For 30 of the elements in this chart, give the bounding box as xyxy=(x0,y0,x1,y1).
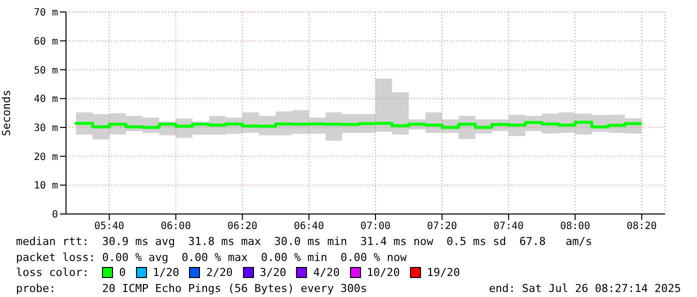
x-tick-label: 07:00 xyxy=(360,221,391,232)
text: probe: 20 ICMP Echo Pings (56 Bytes) every 300s xyxy=(16,280,367,296)
text: packet loss: 0.00 % avg 0.00 % max 0.00 % min 0.00 % now xyxy=(16,250,408,265)
x-tick-label: 06:00 xyxy=(160,221,191,232)
text: median rtt: 30.9 ms avg 31.8 ms max 30.0 ms min 31.4 ms now 0.5 ms sd 67.8 am/s xyxy=(16,234,594,250)
legend-label: 2/20 xyxy=(206,265,233,280)
y-tick-label: 0 xyxy=(52,210,58,221)
y-tick-label: 10 m xyxy=(34,180,58,192)
x-tick-label: 08:20 xyxy=(626,221,657,232)
y-axis-title: Seconds xyxy=(0,90,13,136)
legend-label: 19/20 xyxy=(426,265,460,280)
x-tick-label: 08:00 xyxy=(560,221,590,232)
legend-title: loss color: xyxy=(16,265,90,280)
y-tick-label: 60 m xyxy=(34,36,58,48)
x-tick-label: 07:40 xyxy=(494,221,524,232)
legend-label: 10/20 xyxy=(366,265,400,280)
y-tick-label: 40 m xyxy=(34,94,58,106)
x-tick-label: 07:20 xyxy=(426,221,458,232)
legend-label: 3/20 xyxy=(260,265,286,280)
legend-label: 1/20 xyxy=(152,265,180,280)
y-tick-label: 50 m xyxy=(34,65,58,76)
x-tick-label: 05:40 xyxy=(94,221,124,232)
y-tick-label: 70 m xyxy=(34,8,58,19)
x-tick-label: 06:40 xyxy=(294,221,324,232)
y-tick-label: 30 m xyxy=(34,122,58,134)
y-tick-label: 20 m xyxy=(34,152,58,163)
x-tick-label: 06:20 xyxy=(227,221,258,232)
text: end: Sat Jul 26 08:27:14 2025 xyxy=(488,280,681,296)
legend-label: 0 xyxy=(119,265,126,280)
legend-label: 4/20 xyxy=(313,265,340,280)
